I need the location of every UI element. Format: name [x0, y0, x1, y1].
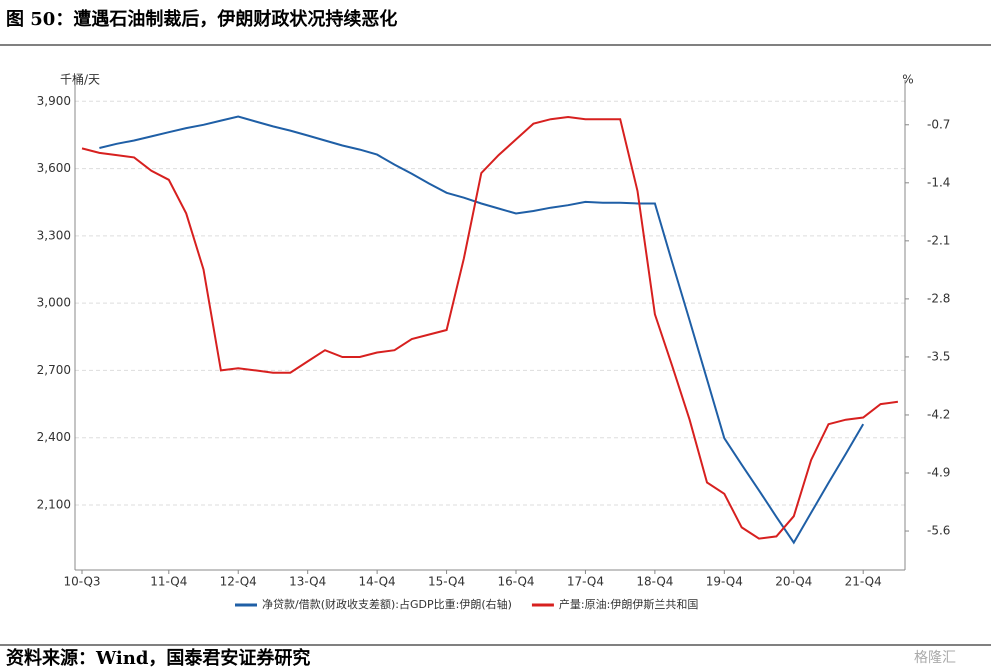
y-tick-label: 2,700 [37, 363, 71, 377]
y-tick-label: 2,100 [37, 497, 71, 511]
x-tick-label: 20-Q4 [775, 575, 812, 589]
legend-label: 净贷款/借款(财政收支差额):占GDP比重:伊朗(右轴) [262, 597, 512, 611]
y2-tick-label: -4.9 [927, 465, 950, 479]
y2-tick-label: -5.6 [927, 524, 950, 538]
y-tick-label: 3,300 [37, 228, 71, 242]
y2-tick-label: -0.7 [927, 117, 950, 131]
series-line [81, 115, 899, 540]
legend-label: 产量:原油:伊朗伊斯兰共和国 [559, 597, 698, 611]
x-tick-label: 17-Q4 [567, 575, 604, 589]
x-tick-label: 19-Q4 [706, 575, 743, 589]
source: 资料来源：Wind，国泰君安证券研究 [6, 647, 310, 669]
y2-tick-label: -1.4 [927, 175, 950, 189]
x-tick-label: 12-Q4 [220, 575, 257, 589]
y-tick-label: 2,400 [37, 430, 71, 444]
x-tick-label: 18-Q4 [636, 575, 673, 589]
x-tick-label: 14-Q4 [359, 575, 396, 589]
series-line [99, 115, 865, 545]
x-tick-label: 11-Q4 [150, 575, 187, 589]
watermark: 格隆汇 [914, 650, 956, 666]
x-tick-label: 16-Q4 [497, 575, 534, 589]
y2-tick-label: -3.5 [927, 349, 950, 363]
y-tick-label: 3,600 [37, 161, 71, 175]
y2-tick-label: -2.8 [927, 291, 950, 305]
x-tick-label: 15-Q4 [428, 575, 465, 589]
y-tick-label: 3,000 [37, 296, 71, 310]
y-tick-label: 3,900 [37, 94, 71, 108]
x-tick-label: 10-Q3 [63, 575, 100, 589]
title: 图 50：遭遇石油制裁后，伊朗财政状况持续恶化 [6, 8, 397, 30]
y2-tick-label: -4.2 [927, 407, 950, 421]
x-tick-label: 13-Q4 [289, 575, 326, 589]
y-axis-label: 千桶/天 [60, 72, 100, 87]
y2-axis-label: % [902, 73, 913, 87]
x-tick-label: 21-Q4 [845, 575, 882, 589]
y2-tick-label: -2.1 [927, 233, 950, 247]
